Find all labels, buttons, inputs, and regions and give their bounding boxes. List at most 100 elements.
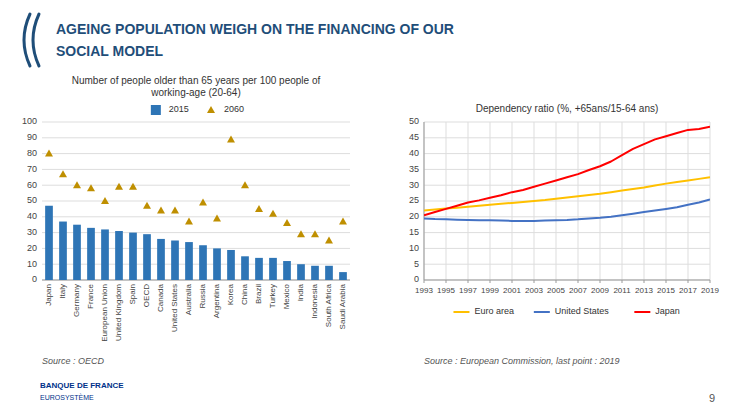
bar <box>129 233 137 280</box>
x-tick-label: Canada <box>156 283 165 312</box>
x-tick-label: Russia <box>198 283 207 308</box>
x-tick-label: France <box>86 283 95 308</box>
grid-line-y <box>42 137 350 138</box>
legend-item: Euro area <box>453 306 514 316</box>
point <box>87 184 95 191</box>
page-title: SOCIAL MODEL <box>56 43 164 59</box>
grid-line-y <box>424 169 710 170</box>
grid-line-y <box>42 169 350 170</box>
point <box>157 206 165 213</box>
x-tick-label: United Kingdom <box>114 284 123 341</box>
bar <box>185 242 193 280</box>
point <box>213 214 221 221</box>
bar <box>311 266 319 280</box>
point <box>283 219 291 226</box>
bar <box>199 245 207 280</box>
legend-swatch <box>151 105 161 115</box>
legend: Euro areaUnited StatesJapan <box>453 306 679 316</box>
grid-line-x <box>512 122 513 280</box>
bar <box>73 225 81 280</box>
bar <box>45 206 53 280</box>
grid-line-y <box>424 232 710 233</box>
point <box>339 218 347 225</box>
bar <box>325 266 333 280</box>
bar <box>157 239 165 280</box>
y-tick-label: 25 <box>409 195 419 205</box>
y-tick-label: 45 <box>409 132 419 142</box>
point <box>311 230 319 237</box>
page: AGEING POPULATION WEIGH ON THE FINANCING… <box>0 0 730 409</box>
grid-line-y <box>424 137 710 138</box>
x-tick-label: 1993 <box>415 286 433 295</box>
point <box>101 197 109 204</box>
x-tick-label: 1999 <box>481 286 499 295</box>
grid-line-x <box>446 122 447 280</box>
bar <box>339 272 347 280</box>
point <box>143 202 151 209</box>
point <box>199 199 207 206</box>
point <box>115 183 123 190</box>
y-tick-label: 30 <box>27 227 37 237</box>
plot-area <box>424 127 710 221</box>
point <box>227 135 235 142</box>
y-tick-label: 0 <box>414 274 419 284</box>
legend-item: 2015 <box>151 104 189 115</box>
page-title: AGEING POPULATION WEIGH ON THE FINANCING… <box>56 21 454 37</box>
legend-label: United States <box>555 306 610 316</box>
source-note: Source : European Commission, last point… <box>424 356 620 366</box>
grid-line-y <box>424 264 710 265</box>
legend-swatch <box>534 311 550 313</box>
x-tick-label: Korea <box>226 283 235 305</box>
y-tick-label: 60 <box>27 180 37 190</box>
bar <box>283 261 291 280</box>
x-tick-label: India <box>296 283 305 301</box>
y-tick-label: 35 <box>409 164 419 174</box>
x-tick-label: 1997 <box>459 286 477 295</box>
x-tick-label: 2015 <box>657 286 675 295</box>
chart-title: Dependency ratio (%, +65ans/15-64 ans) <box>476 103 659 114</box>
x-tick-label: South Africa <box>324 283 333 327</box>
grid-line-x <box>578 122 579 280</box>
grid-line-y <box>424 248 710 249</box>
y-tick-label: 100 <box>22 116 37 126</box>
x-tick-label: 2011 <box>613 286 631 295</box>
grid-line-y <box>424 216 710 217</box>
point <box>255 205 263 212</box>
line <box>424 177 710 210</box>
legend-item: 2060 <box>207 104 244 114</box>
bar <box>241 256 249 280</box>
bar <box>255 258 263 280</box>
point <box>297 230 305 237</box>
x-tick-label: Italy <box>58 284 67 299</box>
grid-line-y <box>424 153 710 154</box>
x-tick-label: Australia <box>184 283 193 315</box>
chart: 0510152025303540455019931995199719992001… <box>409 103 719 366</box>
grid-line-y <box>42 153 350 154</box>
y-tick-label: 20 <box>27 243 37 253</box>
bracket-arc <box>33 14 39 66</box>
chart-title: working-age (20-64) <box>150 87 241 98</box>
grid-line-x <box>644 122 645 280</box>
x-tick-label: 2001 <box>503 286 521 295</box>
x-tick-label: 2005 <box>547 286 565 295</box>
y-tick-label: 70 <box>27 164 37 174</box>
bar <box>87 228 95 280</box>
grid-line-y <box>42 185 350 186</box>
x-tick-label: Spain <box>128 284 137 304</box>
point <box>73 181 81 188</box>
x-tick-label: 2007 <box>569 286 587 295</box>
bar <box>269 258 277 280</box>
x-tick-label: Argentina <box>212 283 221 318</box>
y-tick-label: 50 <box>409 116 419 126</box>
grid-line-y <box>424 201 710 202</box>
grid-line-x <box>666 122 667 280</box>
grid-line-x <box>710 122 711 280</box>
page-annotation: EUROSYSTÈME <box>40 393 94 401</box>
point <box>45 150 53 157</box>
bar <box>101 229 109 280</box>
x-tick-label: 1995 <box>437 286 455 295</box>
background <box>0 0 730 409</box>
y-tick-label: 10 <box>409 243 419 253</box>
bar <box>297 264 305 280</box>
point <box>325 237 333 244</box>
